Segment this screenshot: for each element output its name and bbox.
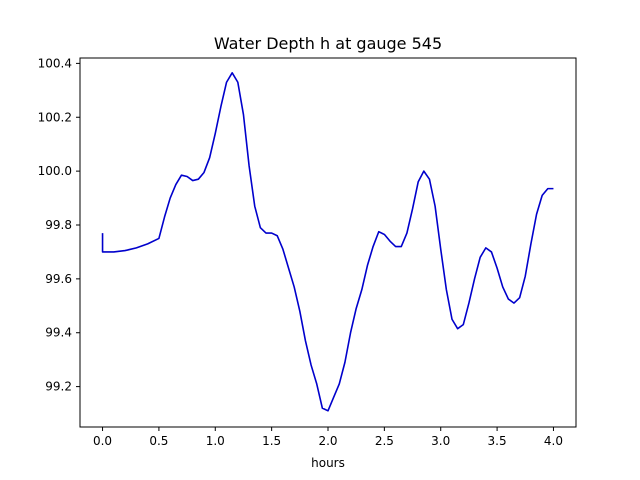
x-axis-label: hours xyxy=(311,456,345,470)
y-tick-label: 100.2 xyxy=(38,110,72,124)
y-tick-label: 100.0 xyxy=(38,164,72,178)
x-tick-label: 3.5 xyxy=(488,434,507,448)
x-tick-label: 2.0 xyxy=(318,434,337,448)
y-tick-label: 99.6 xyxy=(45,272,72,286)
x-tick-label: 1.0 xyxy=(206,434,225,448)
y-tick-label: 99.8 xyxy=(45,218,72,232)
series-line-0 xyxy=(101,72,554,412)
plot-frame xyxy=(79,57,577,428)
y-axis: 99.2 99.4 99.6 99.8 100.0 100.2 100.4 xyxy=(38,56,80,394)
y-tick-label: 100.4 xyxy=(38,56,72,70)
plot-area xyxy=(79,57,577,428)
chart-title: Water Depth h at gauge 545 xyxy=(214,34,442,53)
x-tick-label: 2.5 xyxy=(375,434,394,448)
x-axis: 0.0 0.5 1.0 1.5 2.0 2.5 3.0 3.5 4.0 xyxy=(93,427,563,448)
x-tick-label: 1.5 xyxy=(262,434,281,448)
x-tick-label: 0.5 xyxy=(149,434,168,448)
x-tick-label: 0.0 xyxy=(93,434,112,448)
y-tick-label: 99.4 xyxy=(45,326,72,340)
x-tick-label: 3.0 xyxy=(431,434,450,448)
x-tick-label: 4.0 xyxy=(544,434,563,448)
y-tick-label: 99.2 xyxy=(45,380,72,394)
